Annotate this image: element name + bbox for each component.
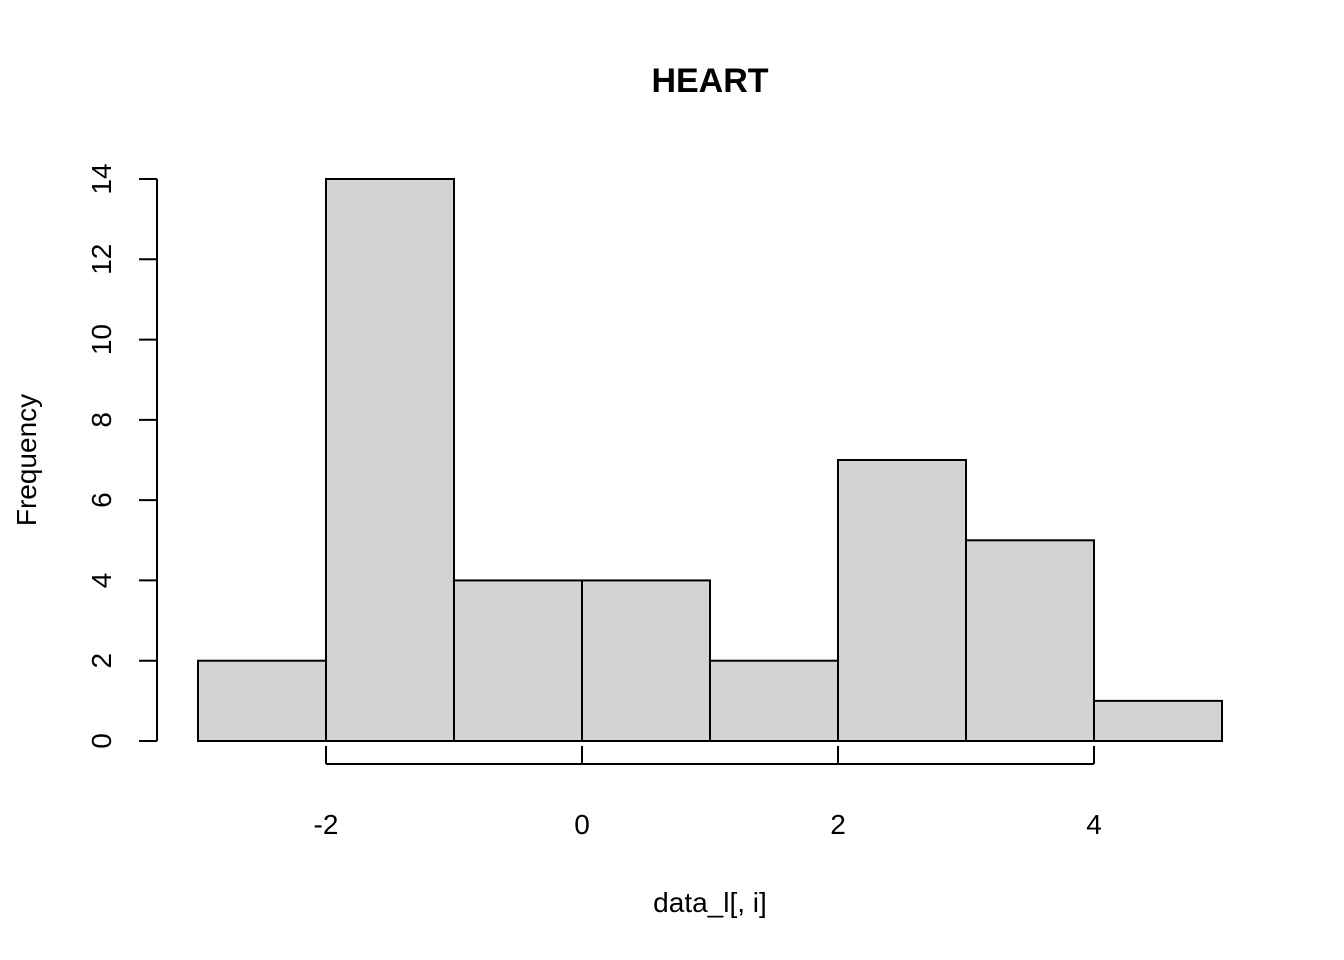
histogram-bar-1 [325,178,455,742]
y-tick-label-3: 6 [86,492,117,508]
histogram-bar-6 [965,539,1095,742]
y-tick-label-5: 10 [86,324,117,355]
y-tick-label-0: 0 [86,733,117,749]
x-tick-label-3: 4 [1086,809,1102,840]
y-axis-label: Frequency [11,394,42,526]
histogram-bar-2 [453,579,583,743]
x-tick-label-2: 2 [830,809,846,840]
x-axis: -2 0 2 4 [314,746,1102,840]
histogram-bar-3 [581,579,711,743]
x-tick-label-1: 0 [574,809,590,840]
y-axis: 0 2 4 6 8 10 12 14 [86,163,158,749]
y-tick-label-6: 12 [86,244,117,275]
histogram-bar-0 [197,659,327,743]
x-tick-label-0: -2 [314,809,339,840]
histogram-bar-5 [837,459,967,742]
y-tick-label-7: 14 [86,163,117,194]
y-tick-label-4: 8 [86,412,117,428]
x-axis-label: data_l[, i] [653,887,767,918]
chart-title: HEART [651,62,768,100]
bars-group [197,178,1223,743]
histogram-bar-4 [709,659,839,743]
y-tick-label-2: 4 [86,573,117,589]
y-tick-label-1: 2 [86,653,117,669]
histogram-bar-7 [1093,699,1223,742]
